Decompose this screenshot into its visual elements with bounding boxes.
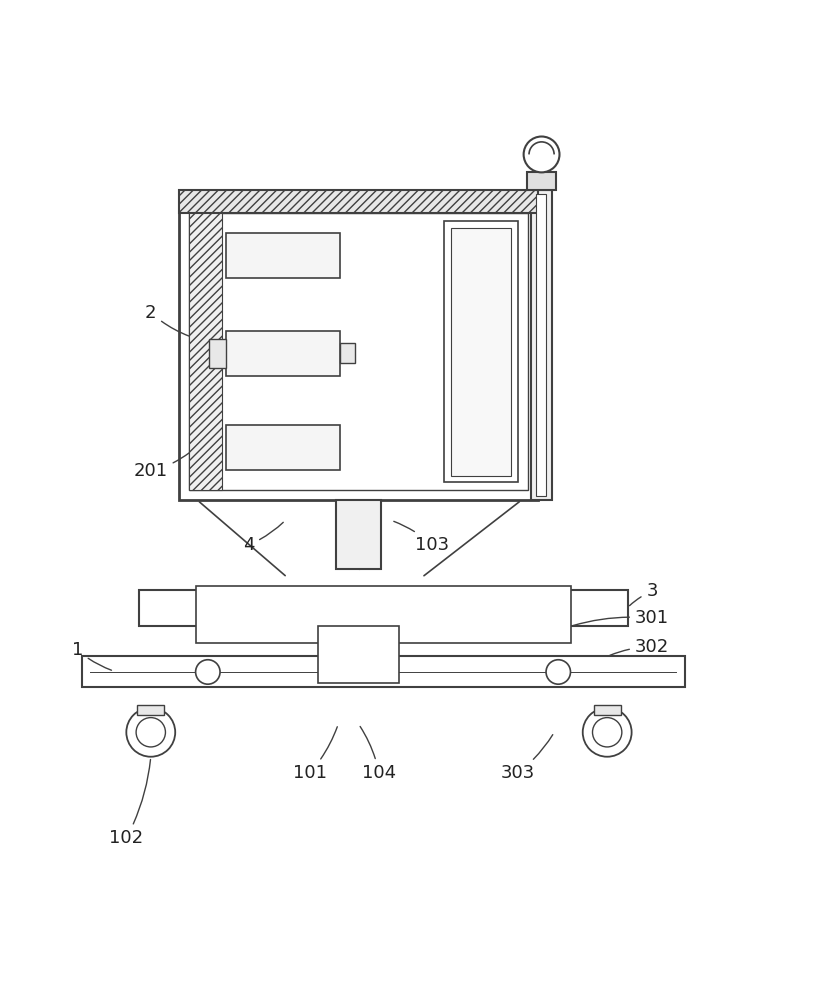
Bar — [139, 590, 628, 626]
Text: 3: 3 — [629, 582, 658, 606]
Text: 4: 4 — [243, 522, 284, 554]
Bar — [226, 331, 340, 376]
Circle shape — [126, 708, 175, 757]
Circle shape — [196, 660, 220, 684]
Bar — [444, 221, 518, 482]
Circle shape — [136, 718, 165, 747]
Bar — [337, 500, 381, 569]
Text: 103: 103 — [394, 521, 449, 554]
Bar — [179, 190, 538, 213]
Bar — [451, 228, 511, 476]
Bar — [594, 705, 621, 715]
Text: 101: 101 — [293, 727, 337, 782]
Bar — [137, 705, 165, 715]
Bar — [527, 172, 556, 190]
Bar — [209, 339, 226, 368]
Bar — [531, 190, 552, 500]
Text: 104: 104 — [360, 726, 396, 782]
Circle shape — [583, 708, 632, 757]
Bar — [189, 213, 222, 490]
Text: 201: 201 — [134, 453, 189, 480]
Bar — [226, 233, 340, 278]
Bar — [82, 656, 685, 687]
Text: 303: 303 — [500, 735, 553, 782]
Bar — [536, 194, 546, 496]
Text: 102: 102 — [109, 759, 151, 847]
Circle shape — [593, 718, 622, 747]
Bar — [340, 343, 355, 363]
Text: 302: 302 — [610, 638, 669, 656]
Circle shape — [546, 660, 570, 684]
Bar — [318, 626, 399, 683]
Text: 301: 301 — [573, 609, 669, 627]
Bar — [179, 190, 538, 500]
Text: 2: 2 — [145, 304, 189, 336]
Bar — [189, 213, 528, 490]
Text: 1: 1 — [72, 641, 112, 670]
Bar — [196, 586, 570, 643]
Circle shape — [524, 137, 559, 172]
Bar — [226, 425, 340, 470]
